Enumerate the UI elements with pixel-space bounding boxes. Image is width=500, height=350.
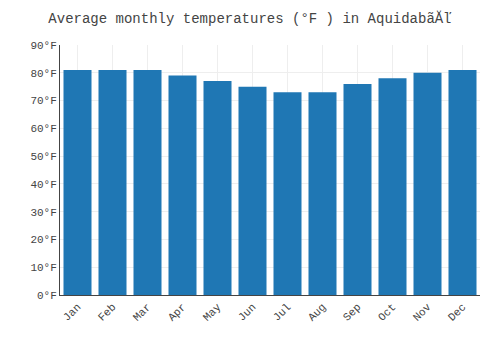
svg-text:Sep: Sep <box>341 301 363 323</box>
svg-text:Dec: Dec <box>446 301 468 323</box>
svg-text:Average monthly temperatures (: Average monthly temperatures (°F ) in Aq… <box>48 10 451 27</box>
svg-text:40°F: 40°F <box>30 179 56 191</box>
svg-text:May: May <box>201 301 224 324</box>
svg-text:Feb: Feb <box>96 301 118 323</box>
svg-text:Mar: Mar <box>131 301 153 323</box>
svg-text:0°F: 0°F <box>37 290 57 302</box>
svg-text:80°F: 80°F <box>30 68 56 80</box>
svg-text:50°F: 50°F <box>30 151 56 163</box>
svg-text:Oct: Oct <box>376 301 398 323</box>
svg-text:Aug: Aug <box>306 301 328 323</box>
svg-text:Jun: Jun <box>236 301 258 323</box>
svg-text:Apr: Apr <box>166 301 188 323</box>
svg-text:20°F: 20°F <box>30 234 56 246</box>
svg-text:30°F: 30°F <box>30 207 56 219</box>
svg-text:Nov: Nov <box>411 301 434 324</box>
svg-text:10°F: 10°F <box>30 262 56 274</box>
svg-text:60°F: 60°F <box>30 123 56 135</box>
svg-text:90°F: 90°F <box>30 40 56 52</box>
svg-text:70°F: 70°F <box>30 95 56 107</box>
svg-text:Jul: Jul <box>271 301 293 323</box>
svg-text:Jan: Jan <box>61 301 83 323</box>
